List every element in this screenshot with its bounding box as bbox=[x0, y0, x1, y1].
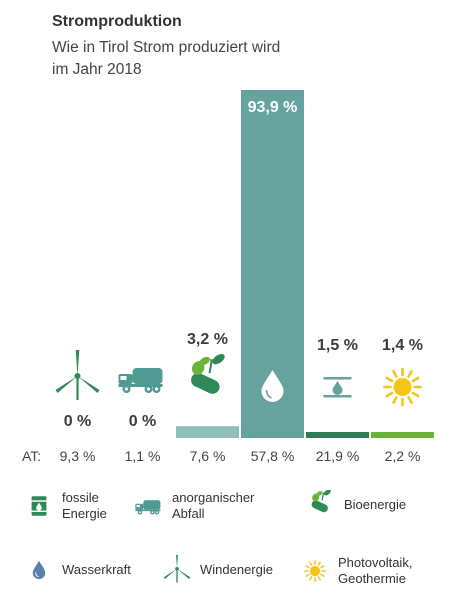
wind-turbine-icon bbox=[55, 350, 100, 400]
legend-label: Wasserkraft bbox=[62, 562, 131, 577]
log-sprout-icon bbox=[191, 353, 225, 394]
value-label-2: 0 % bbox=[129, 413, 157, 430]
legend-item-4: Wasserkraft bbox=[24, 555, 131, 585]
sun-icon bbox=[383, 367, 422, 407]
subtitle-line-2: im Jahr 2018 bbox=[52, 61, 142, 78]
truck-icon bbox=[118, 368, 163, 393]
bar-6 bbox=[371, 432, 434, 438]
value-label-4: 93,9 % bbox=[248, 99, 298, 116]
at-value-6: 2,2 % bbox=[385, 448, 421, 464]
at-value-4: 57,8 % bbox=[251, 448, 295, 464]
legend-label: Photovoltaik, Geothermie bbox=[338, 555, 413, 586]
legend-item-5: Windenergie bbox=[162, 555, 273, 585]
log-sprout-icon bbox=[311, 490, 331, 513]
value-label-1: 0 % bbox=[64, 413, 92, 430]
at-value-2: 1,1 % bbox=[125, 448, 161, 464]
oil-barrel-icon bbox=[323, 370, 352, 404]
wind-turbine-icon bbox=[163, 555, 191, 583]
chart-subtitle: Wie in Tirol Strom produziert wird im Ja… bbox=[52, 37, 352, 81]
value-label-5: 1,5 % bbox=[317, 337, 358, 354]
bar-5 bbox=[306, 432, 369, 438]
value-label-6: 1,4 % bbox=[382, 337, 423, 354]
sun-icon bbox=[303, 559, 327, 583]
at-value-3: 7,6 % bbox=[190, 448, 226, 464]
water-drop-icon bbox=[261, 370, 284, 402]
legend-item-1: fossile Energie bbox=[24, 490, 107, 522]
legend-label: Windenergie bbox=[200, 562, 273, 577]
at-label: AT: bbox=[22, 448, 41, 464]
truck-icon bbox=[135, 500, 161, 515]
at-value-1: 9,3 % bbox=[60, 448, 96, 464]
value-label-3: 3,2 % bbox=[187, 331, 228, 348]
legend-item-3: Bioenergie bbox=[306, 490, 406, 520]
subtitle-line-1: Wie in Tirol Strom produziert wird bbox=[52, 39, 281, 56]
legend-label: anorganischer Abfall bbox=[172, 490, 255, 521]
legend-label: Bioenergie bbox=[344, 497, 407, 512]
oil-barrel-icon bbox=[31, 496, 47, 516]
legend-item-6: Photovoltaik, Geothermie bbox=[300, 555, 412, 587]
chart-title: Stromproduktion bbox=[52, 13, 182, 30]
bar-3 bbox=[176, 426, 239, 438]
legend-label: fossile Energie bbox=[62, 490, 107, 521]
legend-item-2: anorganischer Abfall bbox=[134, 490, 254, 522]
at-value-5: 21,9 % bbox=[316, 448, 360, 464]
bar-chart: 0 % 9,3 % 0 % 1,1 % 3,2 % 7,6 % 93,9 % 57,8 % 1,… bbox=[22, 90, 434, 464]
water-drop-icon bbox=[32, 560, 46, 580]
